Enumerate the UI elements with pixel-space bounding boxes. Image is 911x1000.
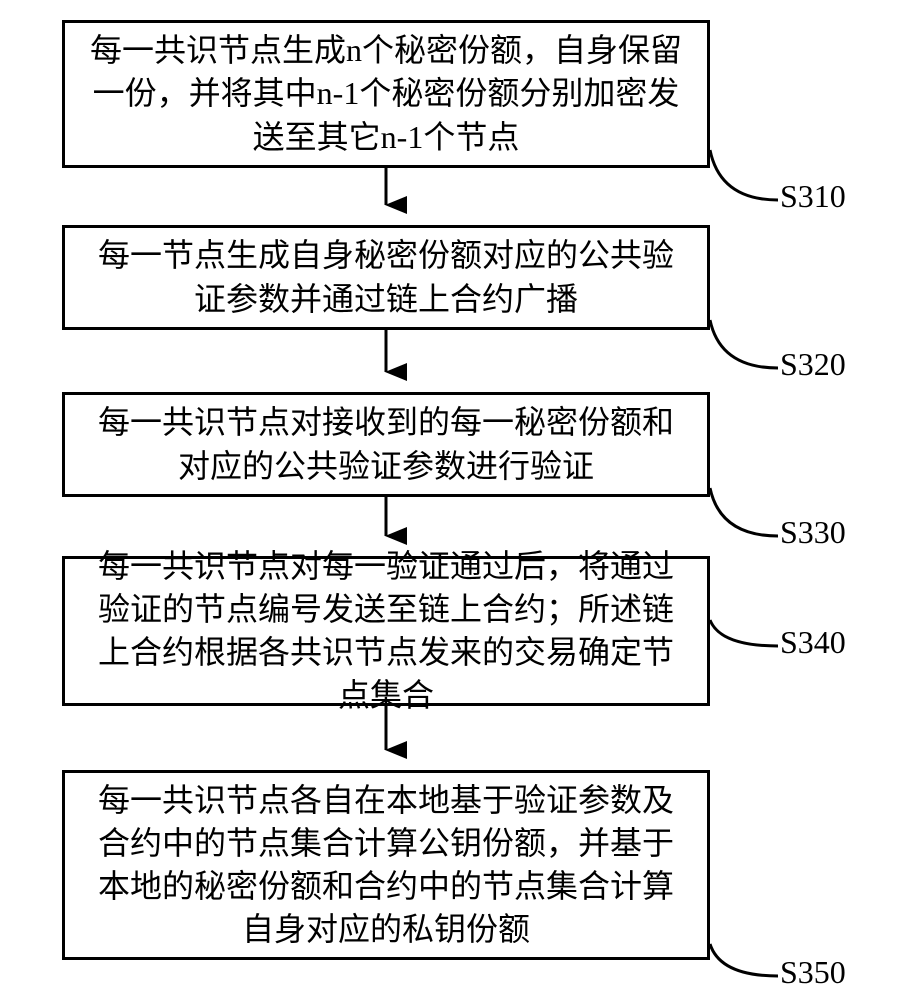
flow-step-b3: 每一共识节点对接收到的每一秘密份额和对应的公共验证参数进行验证 — [62, 392, 710, 497]
step-label-s340: S340 — [780, 624, 846, 661]
flow-step-b2: 每一节点生成自身秘密份额对应的公共验证参数并通过链上合约广播 — [62, 225, 710, 330]
step-label-s350: S350 — [780, 954, 846, 991]
flowchart-canvas: 每一共识节点生成n个秘密份额，自身保留一份，并将其中n-1个秘密份额分别加密发送… — [0, 0, 911, 1000]
flow-step-b4: 每一共识节点对每一验证通过后，将通过验证的节点编号发送至链上合约；所述链上合约根… — [62, 556, 710, 706]
flow-step-text: 每一共识节点对每一验证通过后，将通过验证的节点编号发送至链上合约；所述链上合约根… — [83, 545, 689, 718]
flow-step-text: 每一共识节点生成n个秘密份额，自身保留一份，并将其中n-1个秘密份额分别加密发送… — [83, 29, 689, 159]
flow-step-text: 每一共识节点对接收到的每一秘密份额和对应的公共验证参数进行验证 — [83, 401, 689, 487]
flow-step-text: 每一节点生成自身秘密份额对应的公共验证参数并通过链上合约广播 — [83, 234, 689, 320]
flow-step-b5: 每一共识节点各自在本地基于验证参数及合约中的节点集合计算公钥份额，并基于本地的秘… — [62, 770, 710, 960]
step-label-s320: S320 — [780, 346, 846, 383]
step-label-s310: S310 — [780, 178, 846, 215]
flow-step-b1: 每一共识节点生成n个秘密份额，自身保留一份，并将其中n-1个秘密份额分别加密发送… — [62, 20, 710, 168]
step-label-s330: S330 — [780, 514, 846, 551]
flow-step-text: 每一共识节点各自在本地基于验证参数及合约中的节点集合计算公钥份额，并基于本地的秘… — [83, 779, 689, 952]
